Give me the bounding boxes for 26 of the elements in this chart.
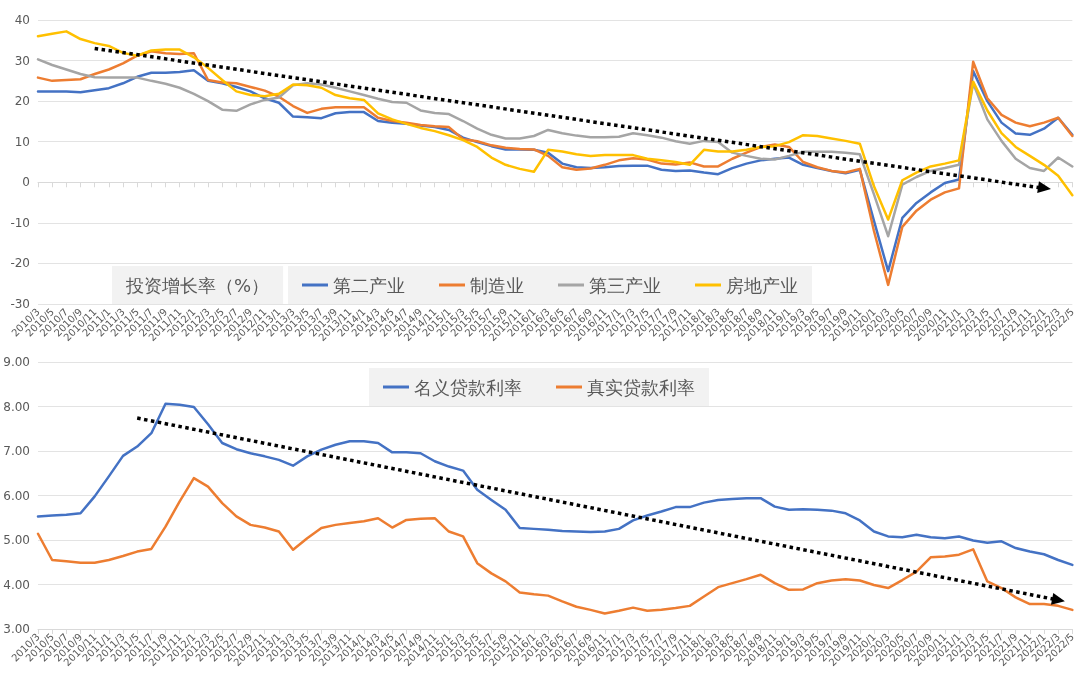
line-series bbox=[36, 476, 1074, 615]
y-tick-label: 9.00 bbox=[3, 355, 30, 369]
line-series bbox=[36, 30, 1074, 221]
legend-label: 名义贷款利率 bbox=[414, 376, 522, 398]
y-tick-label: -30 bbox=[10, 296, 30, 311]
y-tick-label: 4.00 bbox=[3, 577, 30, 592]
y-tick-label: 0 bbox=[22, 175, 30, 190]
y-tick-label: 20 bbox=[14, 94, 30, 109]
legend-label: 房地产业 bbox=[726, 274, 798, 296]
y-tick-label: 5.00 bbox=[3, 533, 30, 547]
legend-label: 第二产业 bbox=[333, 274, 405, 296]
y-tick-label: 10 bbox=[14, 134, 30, 149]
y-tick-label: 6.00 bbox=[3, 488, 30, 503]
legend-label: 第三产业 bbox=[589, 274, 661, 296]
legend-title: 投资增长率（%） bbox=[125, 274, 270, 296]
y-tick-label: 30 bbox=[14, 53, 30, 68]
y-tick-label: 8.00 bbox=[3, 399, 30, 414]
line-series bbox=[36, 58, 1074, 238]
y-tick-label: -20 bbox=[10, 256, 30, 271]
legend-label: 真实贷款利率 bbox=[587, 376, 695, 398]
y-tick-label: 3.00 bbox=[3, 622, 30, 636]
y-tick-label: -10 bbox=[10, 215, 30, 230]
line-series bbox=[36, 402, 1074, 567]
y-tick-label: 7.00 bbox=[3, 444, 30, 458]
y-tick-label: 40 bbox=[14, 13, 30, 27]
legend-label: 制造业 bbox=[470, 274, 524, 296]
